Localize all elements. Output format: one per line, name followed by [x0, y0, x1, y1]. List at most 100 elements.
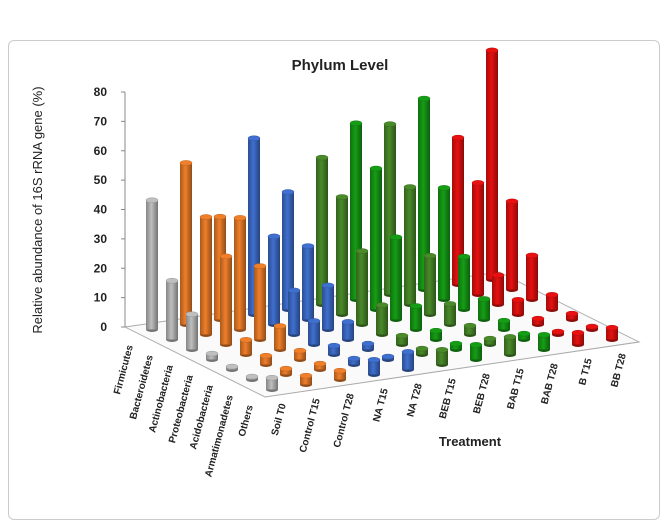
bar-top	[457, 253, 471, 260]
bar	[437, 185, 451, 302]
bar-body	[328, 345, 340, 355]
bar-body	[300, 375, 312, 385]
bar-top	[267, 233, 281, 240]
y-tick-label: 10	[94, 291, 108, 305]
bar	[287, 287, 301, 337]
bar-top	[437, 185, 451, 191]
bar-body	[234, 217, 246, 330]
bar	[335, 194, 349, 317]
bar-top	[299, 372, 313, 379]
x-tick-label: B T15	[577, 357, 595, 387]
bar	[355, 248, 369, 327]
bar	[361, 340, 375, 352]
bar-body	[506, 201, 518, 290]
y-tick-label: 0	[100, 320, 107, 334]
bar-top	[355, 248, 369, 254]
bar	[205, 350, 219, 362]
bar	[531, 315, 545, 327]
bar-top	[185, 311, 199, 317]
bar	[585, 323, 599, 332]
y-tick-label: 50	[94, 173, 108, 187]
bar-top	[287, 287, 301, 294]
bar-body	[370, 168, 382, 310]
x-tick-label: BB T28	[609, 352, 629, 389]
bar-top	[449, 340, 463, 347]
bar-top	[179, 160, 193, 166]
bar-top	[225, 363, 239, 370]
bar	[375, 302, 389, 337]
y-tick-label: 30	[94, 232, 108, 246]
bar-body	[410, 306, 422, 330]
bar-body	[438, 187, 450, 300]
bar-body	[282, 192, 294, 310]
bar-body	[280, 368, 292, 375]
bar	[525, 252, 539, 302]
bar	[145, 197, 159, 332]
bar	[537, 332, 551, 352]
bar-body	[146, 200, 158, 330]
bar-body	[254, 266, 266, 340]
bar-body	[418, 98, 430, 290]
bar	[185, 311, 199, 352]
bar-top	[497, 317, 511, 324]
bar-body	[316, 157, 328, 305]
x-tick-label: BAB T15	[505, 367, 527, 411]
bar-top	[417, 95, 431, 102]
bar	[485, 47, 499, 282]
bar	[443, 301, 457, 327]
bar-body	[504, 336, 516, 355]
bar	[367, 357, 381, 377]
bar-body	[302, 246, 314, 320]
x-tick-label: NA T15	[371, 387, 391, 423]
bar-top	[545, 292, 559, 298]
bar	[299, 372, 313, 387]
bar-top	[145, 197, 159, 203]
bar-body	[334, 370, 346, 380]
bar-body	[342, 321, 354, 340]
x-tick-label: BEB T28	[472, 372, 493, 415]
bar-top	[349, 120, 363, 126]
bar-body	[404, 187, 416, 305]
bar-body	[206, 353, 218, 360]
bar-top	[219, 253, 233, 260]
bar	[415, 345, 429, 357]
bar	[245, 373, 259, 382]
row-label: Others	[237, 404, 256, 438]
bar	[199, 214, 213, 337]
bar-body	[266, 377, 278, 390]
bar-top	[409, 303, 423, 309]
bar	[457, 253, 471, 312]
x-tick-label: BAB T28	[539, 362, 561, 406]
bar-top	[253, 263, 267, 269]
bar-top	[471, 180, 485, 186]
bar	[511, 297, 525, 317]
bar-top	[341, 319, 355, 325]
bar	[179, 160, 193, 327]
bar-top	[435, 347, 449, 353]
bar-top	[335, 194, 349, 200]
bar-body	[572, 332, 584, 345]
bar-body	[268, 236, 280, 325]
bar-top	[551, 328, 565, 335]
bar	[333, 367, 347, 382]
x-tick-label: NA T28	[405, 382, 425, 418]
bar-body	[452, 137, 464, 285]
bar-top	[477, 296, 491, 302]
bar-top	[463, 322, 477, 329]
bar	[491, 272, 505, 307]
bar	[409, 303, 423, 332]
x-tick-label: BEB T15	[438, 377, 459, 420]
bar-body	[260, 355, 272, 365]
bar-body	[512, 299, 524, 315]
bar-body	[348, 358, 360, 365]
bar	[605, 325, 619, 342]
bar	[477, 296, 491, 322]
bar-top	[239, 337, 253, 343]
bar-body	[492, 275, 504, 305]
bar-top	[301, 243, 315, 249]
bar	[219, 253, 233, 347]
bar	[253, 263, 267, 342]
bar	[267, 233, 281, 327]
bar-body	[274, 326, 286, 350]
